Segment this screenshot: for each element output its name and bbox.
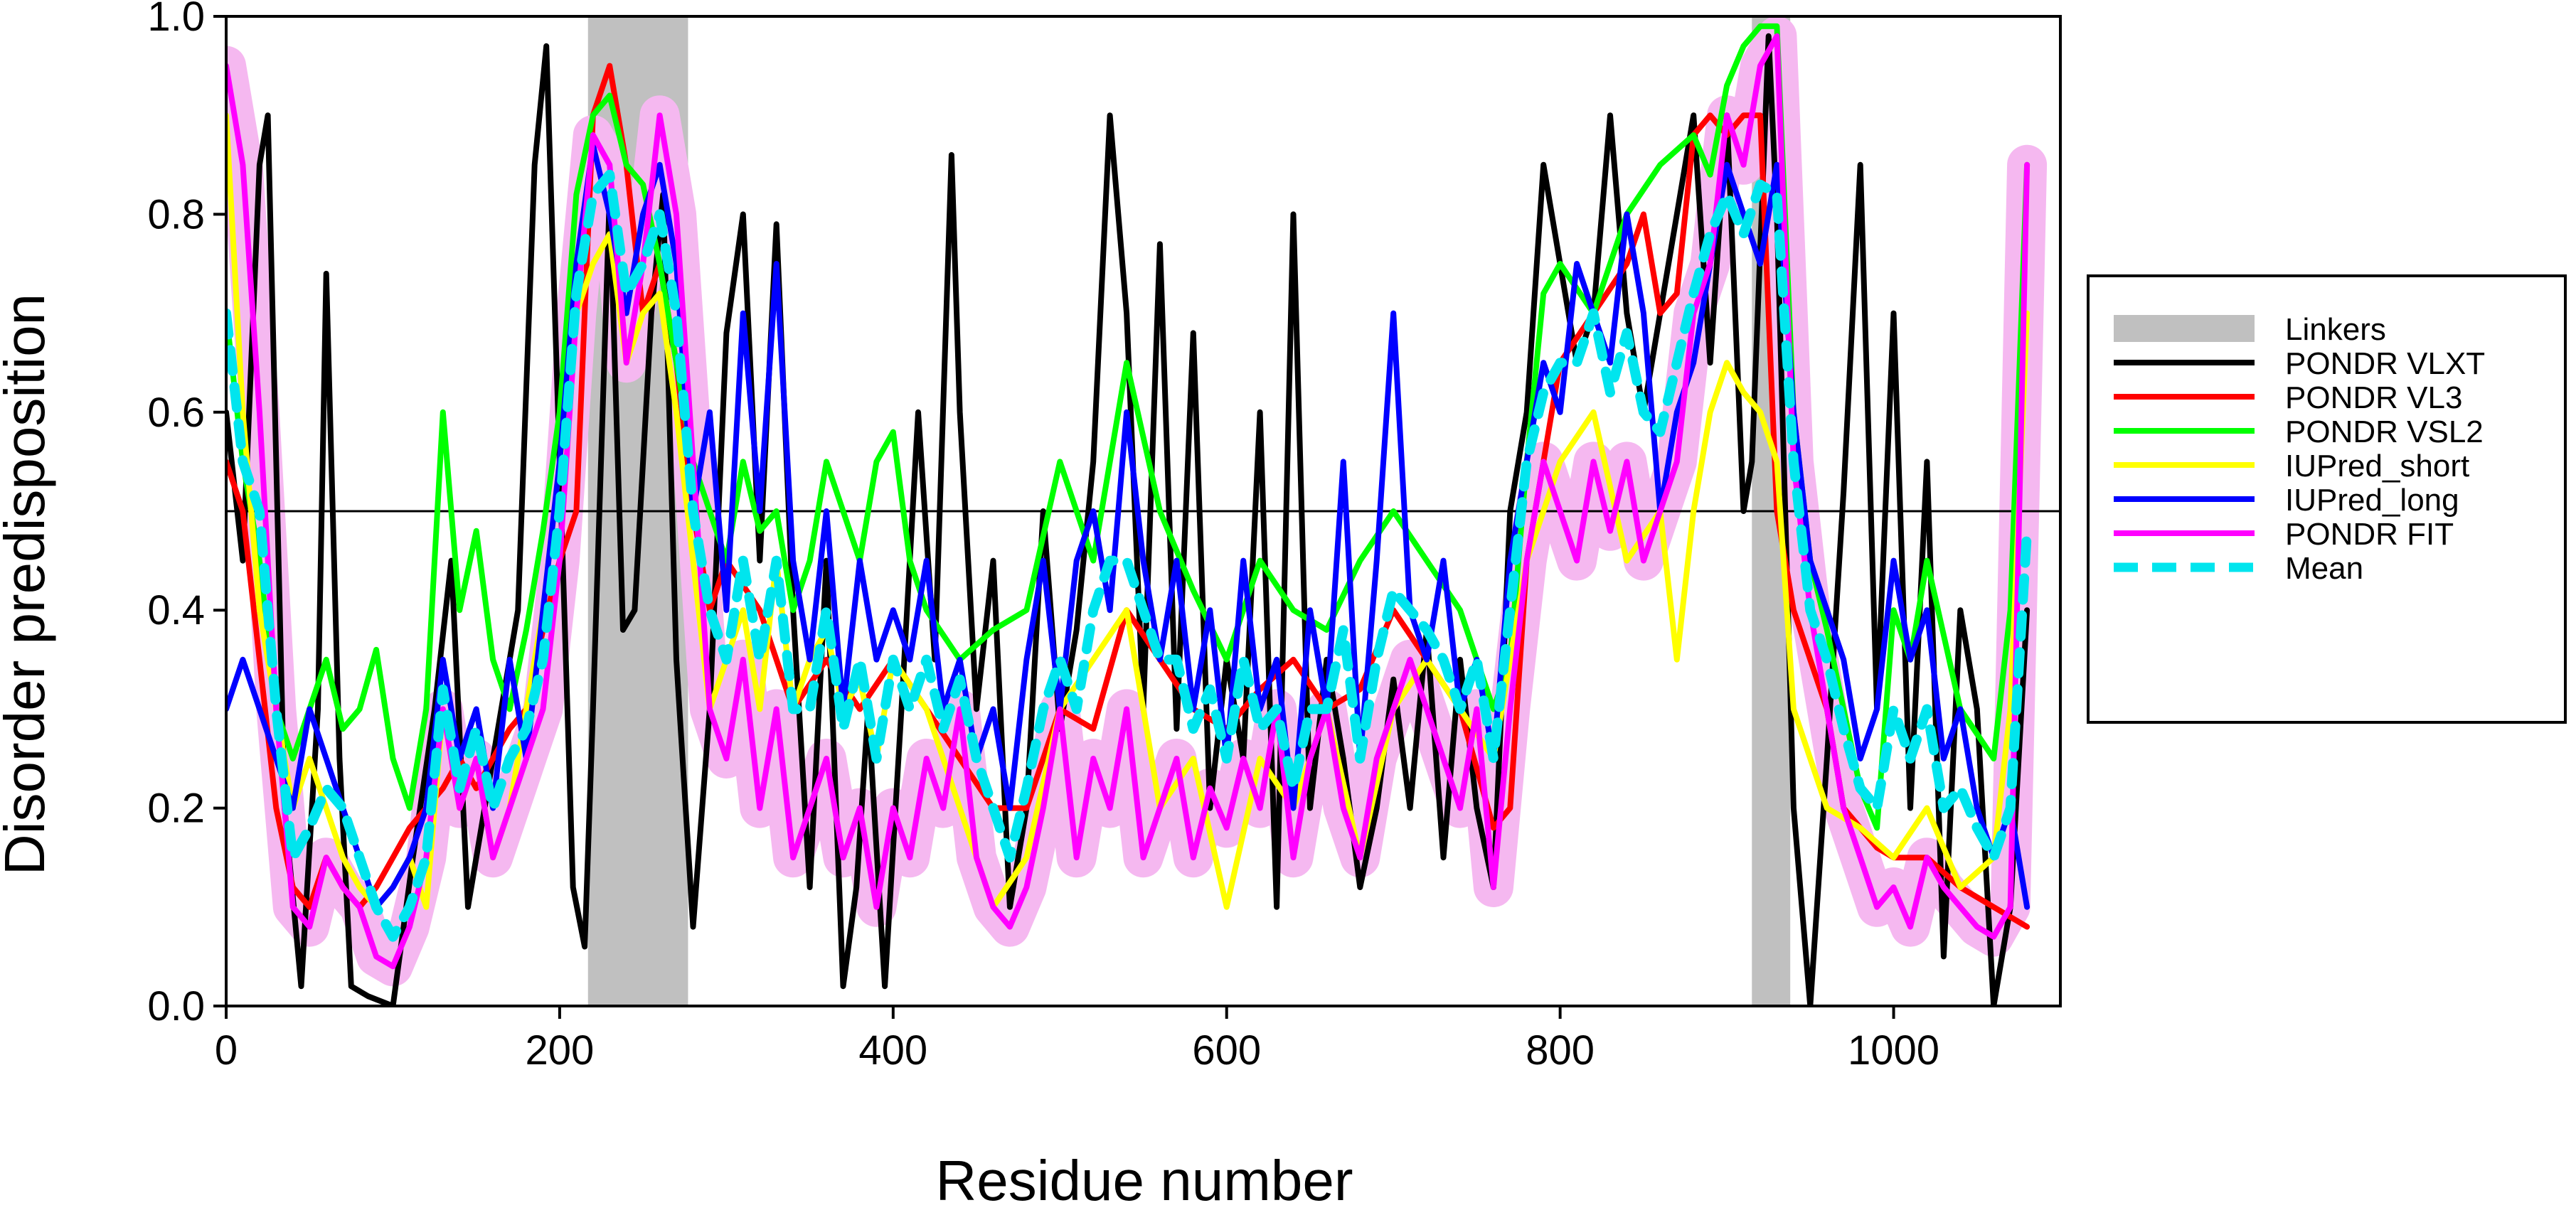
legend-label: PONDR VSL2 [2285,414,2484,449]
legend-label: Mean [2285,551,2363,586]
y-tick-label: 0.2 [147,786,205,832]
series-line-mean [226,169,2033,942]
legend-item: PONDR VLXT [2114,346,2485,381]
y-tick-label: 0.0 [147,983,205,1029]
legend-swatch-linkers [2114,315,2255,342]
y-tick-label: 0.4 [147,587,205,633]
legend-item: Linkers [2114,312,2386,347]
series-line-pondr-fit [226,33,2031,970]
legend-label: PONDR VLXT [2285,346,2485,381]
y-tick-label: 0.8 [147,191,205,237]
x-tick-label: 200 [526,1027,595,1074]
series-line-pondr-vlxt [226,33,2031,1006]
x-tick-label: 0 [215,1027,238,1074]
legend-item: Mean [2114,551,2363,586]
legend-label: IUPred_short [2285,449,2469,483]
x-tick-label: 400 [858,1027,927,1074]
y-tick-label: 0.6 [147,390,205,436]
legend-label: IUPred_long [2285,483,2459,518]
axes: 0 200 400 600 800 1000 0.0 0.2 0.4 0.6 0.8 1.0 [147,0,2062,1074]
x-axis-title: Residue number [936,1149,1353,1212]
x-tick-label: 1000 [1848,1027,1939,1074]
series-line-pondr-vl3 [226,63,2031,930]
legend-item: IUPred_short [2114,449,2469,483]
x-tick-label: 600 [1192,1027,1261,1074]
legend-label: Linkers [2285,312,2386,347]
legend-item: PONDR VSL2 [2114,414,2484,449]
legend-label: PONDR VL3 [2285,380,2462,415]
plot-series [226,16,2060,1006]
y-tick-label: 1.0 [147,0,205,40]
plot-frame [225,15,2062,1007]
plot-area [226,16,2060,1006]
series-line-pondr-vsl2 [226,23,2031,831]
legend-item: PONDR VL3 [2114,380,2462,415]
x-tick-label: 800 [1526,1027,1595,1074]
legend-label: PONDR FIT [2285,517,2454,552]
y-axis-title: Disorder predisposition [0,294,56,875]
legend-item: PONDR FIT [2114,517,2454,552]
legend-item: IUPred_long [2114,483,2459,518]
